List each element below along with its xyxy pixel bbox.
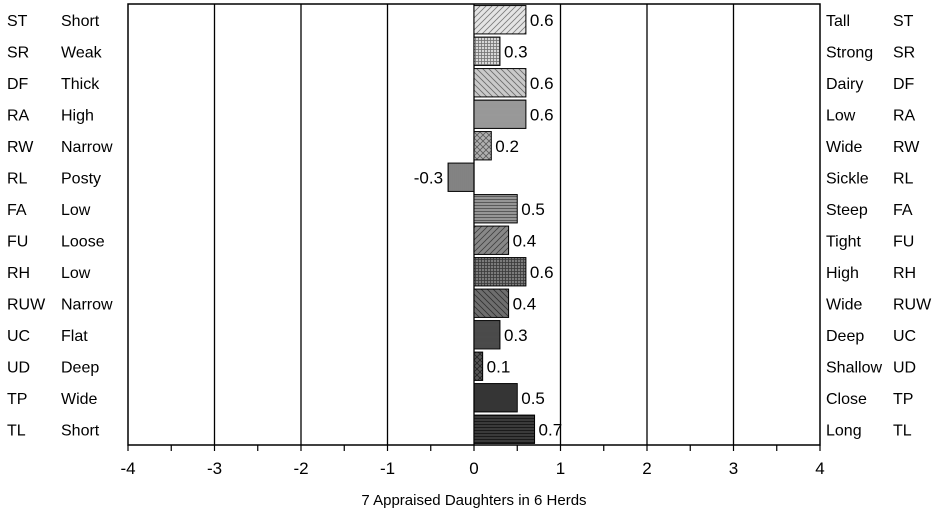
value-label: 0.7 <box>539 420 563 439</box>
left-descriptor: Thick <box>61 76 100 93</box>
value-label: 0.6 <box>530 263 554 282</box>
value-label: 0.6 <box>530 11 554 30</box>
category-code-right: RUW <box>893 296 932 313</box>
bar-rl <box>447 162 475 192</box>
x-tick-label: -1 <box>380 459 395 478</box>
category-code-left: ST <box>7 13 28 30</box>
category-code-right: FA <box>893 202 913 219</box>
category-code-right: TL <box>893 422 912 439</box>
category-code-left: UC <box>7 328 30 345</box>
category-code-right: RA <box>893 107 916 124</box>
left-descriptor: Short <box>61 422 100 439</box>
right-descriptor: Strong <box>826 44 873 61</box>
bar-ud <box>473 351 484 381</box>
right-descriptor: Shallow <box>826 359 882 376</box>
left-descriptor: Flat <box>61 328 88 345</box>
bar-fa <box>473 194 518 224</box>
left-descriptor: Weak <box>61 44 103 61</box>
category-code-left: FU <box>7 233 28 250</box>
left-descriptor: Wide <box>61 391 98 408</box>
category-code-right: DF <box>893 76 915 93</box>
category-code-left: DF <box>7 76 29 93</box>
value-label: 0.5 <box>521 389 545 408</box>
left-descriptor: Posty <box>61 170 101 187</box>
value-label: 0.2 <box>495 137 519 156</box>
category-code-left: UD <box>7 359 30 376</box>
right-descriptor: Dairy <box>826 76 863 93</box>
bars <box>447 5 536 444</box>
category-code-right: TP <box>893 391 913 408</box>
right-descriptor: High <box>826 265 859 282</box>
right-descriptor: Long <box>826 422 862 439</box>
value-label: 0.3 <box>504 42 528 61</box>
category-code-right: UC <box>893 328 916 345</box>
bar-ruw <box>473 288 510 318</box>
category-code-right: FU <box>893 233 914 250</box>
right-descriptor: Wide <box>826 296 863 313</box>
x-tick-label: -4 <box>120 459 135 478</box>
value-label: 0.3 <box>504 326 528 345</box>
right-descriptor: Deep <box>826 328 864 345</box>
category-code-right: RH <box>893 265 916 282</box>
category-code-left: SR <box>7 44 29 61</box>
left-descriptor: Low <box>61 265 91 282</box>
x-tick-label: -2 <box>293 459 308 478</box>
bar-rw <box>473 131 492 161</box>
x-tick-label: 2 <box>642 459 651 478</box>
category-code-right: UD <box>893 359 916 376</box>
right-descriptor: Close <box>826 391 867 408</box>
value-label: 0.4 <box>513 294 537 313</box>
left-descriptor: High <box>61 107 94 124</box>
right-descriptor: Sickle <box>826 170 869 187</box>
value-labels: 0.60.30.60.60.2-0.30.50.40.60.40.30.10.5… <box>414 11 562 440</box>
x-axis-title: 7 Appraised Daughters in 6 Herds <box>361 492 586 509</box>
bar-rh <box>473 257 527 287</box>
left-descriptor: Narrow <box>61 139 113 156</box>
left-descriptor: Loose <box>61 233 105 250</box>
right-descriptor: Tall <box>826 13 850 30</box>
category-code-left: RUW <box>7 296 46 313</box>
bar-sr <box>473 36 501 66</box>
bar-st <box>473 5 527 35</box>
category-code-left: RA <box>7 107 30 124</box>
bar-fu <box>473 225 510 255</box>
value-label: 0.1 <box>487 357 511 376</box>
category-code-right: RW <box>893 139 920 156</box>
bar-df <box>473 68 527 98</box>
value-label: -0.3 <box>414 168 443 187</box>
category-code-right: ST <box>893 13 914 30</box>
right-descriptor: Low <box>826 107 856 124</box>
bar-tl <box>473 414 536 444</box>
x-tick-label: -3 <box>207 459 222 478</box>
x-tick-label: 4 <box>815 459 824 478</box>
category-code-left: FA <box>7 202 27 219</box>
x-tick-label: 3 <box>729 459 738 478</box>
value-label: 0.6 <box>530 74 554 93</box>
value-label: 0.5 <box>521 200 545 219</box>
category-labels: ST Short Tall ST SR Weak Strong SR DF Thick Dairy D… <box>7 13 932 440</box>
value-label: 0.6 <box>530 105 554 124</box>
category-code-left: RL <box>7 170 28 187</box>
left-descriptor: Short <box>61 13 100 30</box>
x-axis-ticks: -4 -3 -2 -1 0 1 2 3 4 <box>120 445 825 478</box>
bar-ra <box>473 99 527 129</box>
category-code-right: RL <box>893 170 914 187</box>
bar-tp <box>473 383 518 413</box>
x-tick-label: 1 <box>556 459 565 478</box>
value-label: 0.4 <box>513 231 537 250</box>
category-code-left: TP <box>7 391 27 408</box>
category-code-right: SR <box>893 44 915 61</box>
right-descriptor: Tight <box>826 233 862 250</box>
left-descriptor: Narrow <box>61 296 113 313</box>
bar-uc <box>473 320 501 350</box>
category-code-left: TL <box>7 422 26 439</box>
left-descriptor: Deep <box>61 359 99 376</box>
category-code-left: RH <box>7 265 30 282</box>
category-code-left: RW <box>7 139 34 156</box>
left-descriptor: Low <box>61 202 91 219</box>
x-tick-label: 0 <box>469 459 478 478</box>
right-descriptor: Steep <box>826 202 868 219</box>
right-descriptor: Wide <box>826 139 863 156</box>
